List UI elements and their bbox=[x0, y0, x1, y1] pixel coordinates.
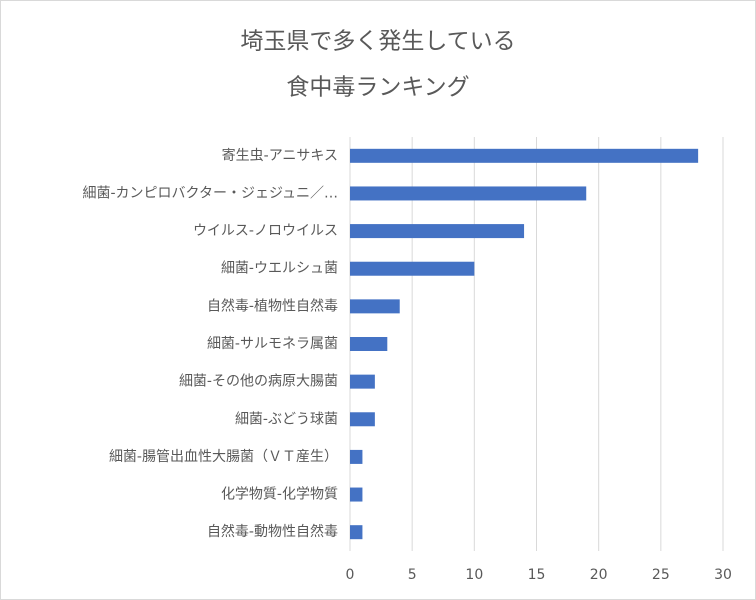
bar bbox=[350, 186, 587, 201]
bar bbox=[350, 374, 375, 389]
y-tick-label: 寄生虫-アニサキス bbox=[222, 147, 338, 164]
chart-title: 埼玉県で多く発生している bbox=[240, 29, 515, 55]
y-tick-label: 細菌-ウエルシュ菌 bbox=[221, 261, 338, 277]
y-tick-label: 細菌-その他の病原大腸菌 bbox=[179, 374, 338, 390]
bar bbox=[350, 449, 363, 464]
y-tick-label: 細菌-ぶどう球菌 bbox=[235, 411, 338, 427]
chart-title: 食中毒ランキング bbox=[286, 75, 469, 101]
y-tick-label: ウイルス-ノロウイルス bbox=[193, 223, 338, 239]
y-tick-label: 自然毒-植物性自然毒 bbox=[207, 297, 338, 314]
bar bbox=[350, 525, 363, 540]
y-tick-label: 化学物質-化学物質 bbox=[221, 487, 338, 503]
bar bbox=[350, 487, 363, 502]
x-tick-label: 25 bbox=[652, 567, 670, 583]
y-tick-label: 細菌-腸管出血性大腸菌（ＶＴ産生） bbox=[109, 449, 338, 465]
bar bbox=[350, 261, 475, 276]
x-tick-label: 15 bbox=[528, 567, 546, 583]
x-tick-label: 5 bbox=[408, 567, 417, 583]
y-tick-label: 自然毒-動物性自然毒 bbox=[207, 523, 338, 540]
y-tick-label: 細菌-カンピロバクター・ジェジュニ／… bbox=[82, 185, 338, 201]
bar bbox=[350, 224, 525, 239]
x-tick-label: 0 bbox=[346, 567, 355, 583]
bar bbox=[350, 148, 699, 163]
bar bbox=[350, 299, 400, 314]
x-tick-label: 20 bbox=[590, 567, 608, 583]
bar bbox=[350, 337, 388, 351]
y-tick-label: 細菌-サルモネラ属菌 bbox=[207, 336, 338, 352]
bar bbox=[350, 412, 375, 427]
x-tick-label: 10 bbox=[465, 567, 483, 583]
x-tick-label: 30 bbox=[714, 567, 732, 583]
